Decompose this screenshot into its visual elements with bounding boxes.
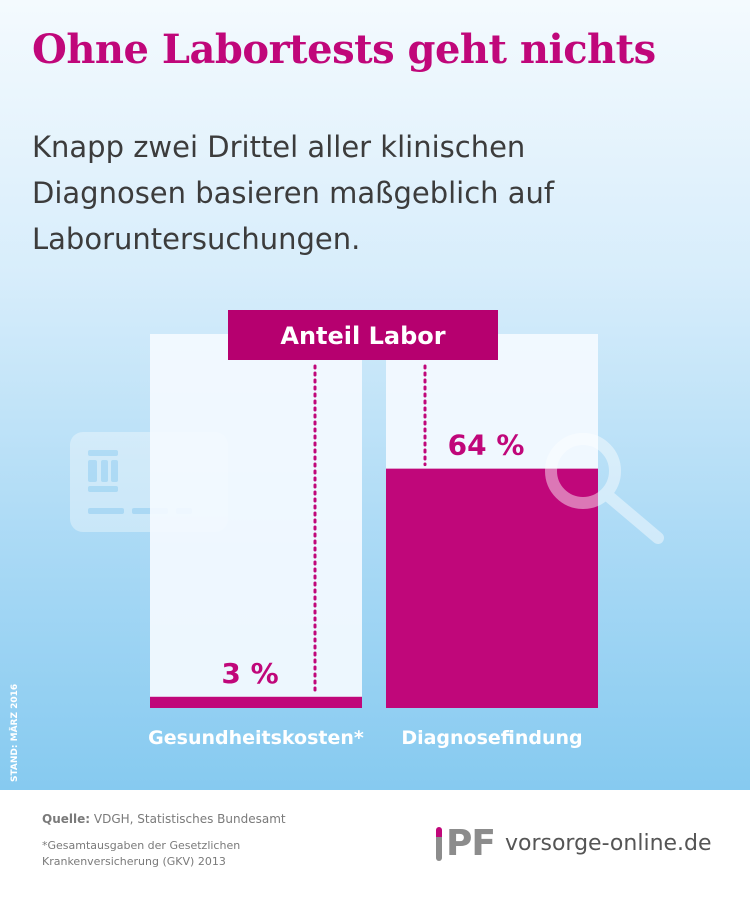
sky-background (0, 0, 750, 790)
footnote: *Gesamtausgaben der Gesetzlichen Kranken… (42, 839, 241, 868)
website-link[interactable]: vorsorge-online.de (504, 831, 712, 856)
bar-diagnosefindung (386, 468, 598, 708)
source-line: Quelle: VDGH, Statistisches Bundesamt (42, 812, 286, 826)
magnifier-icon (545, 433, 664, 544)
category-label-diagnosefindung: Diagnosefindung (401, 727, 582, 749)
logo-text: PF (446, 823, 496, 864)
footer: Quelle: VDGH, Statistisches Bundesamt *G… (0, 790, 750, 900)
bar-chart: Anteil Labor 3 % 64 % Gesundheitskosten*… (88, 310, 664, 749)
logo-i-bar (436, 827, 442, 861)
date-stamp: STAND: MÄRZ 2016 (10, 683, 20, 782)
bar-gesundheitskosten (150, 696, 362, 708)
legend-label: Anteil Labor (280, 322, 445, 350)
column-background-gesundheitskosten (150, 334, 362, 708)
page-subtitle: Knapp zwei Drittel aller klinischen Diag… (32, 130, 555, 256)
value-label-diagnosefindung: 64 % (448, 429, 525, 462)
category-label-gesundheitskosten: Gesundheitskosten* (148, 727, 364, 749)
source-text: VDGH, Statistisches Bundesamt (93, 812, 286, 826)
brand: PF vorsorge-online.de (436, 822, 712, 866)
ipf-logo-icon: PF (436, 822, 496, 866)
legend-box: Anteil Labor (228, 310, 498, 360)
page-title: Ohne Labortests geht nichts (32, 26, 656, 73)
value-label-gesundheitskosten: 3 % (221, 657, 278, 690)
source-label: Quelle: (42, 812, 91, 826)
